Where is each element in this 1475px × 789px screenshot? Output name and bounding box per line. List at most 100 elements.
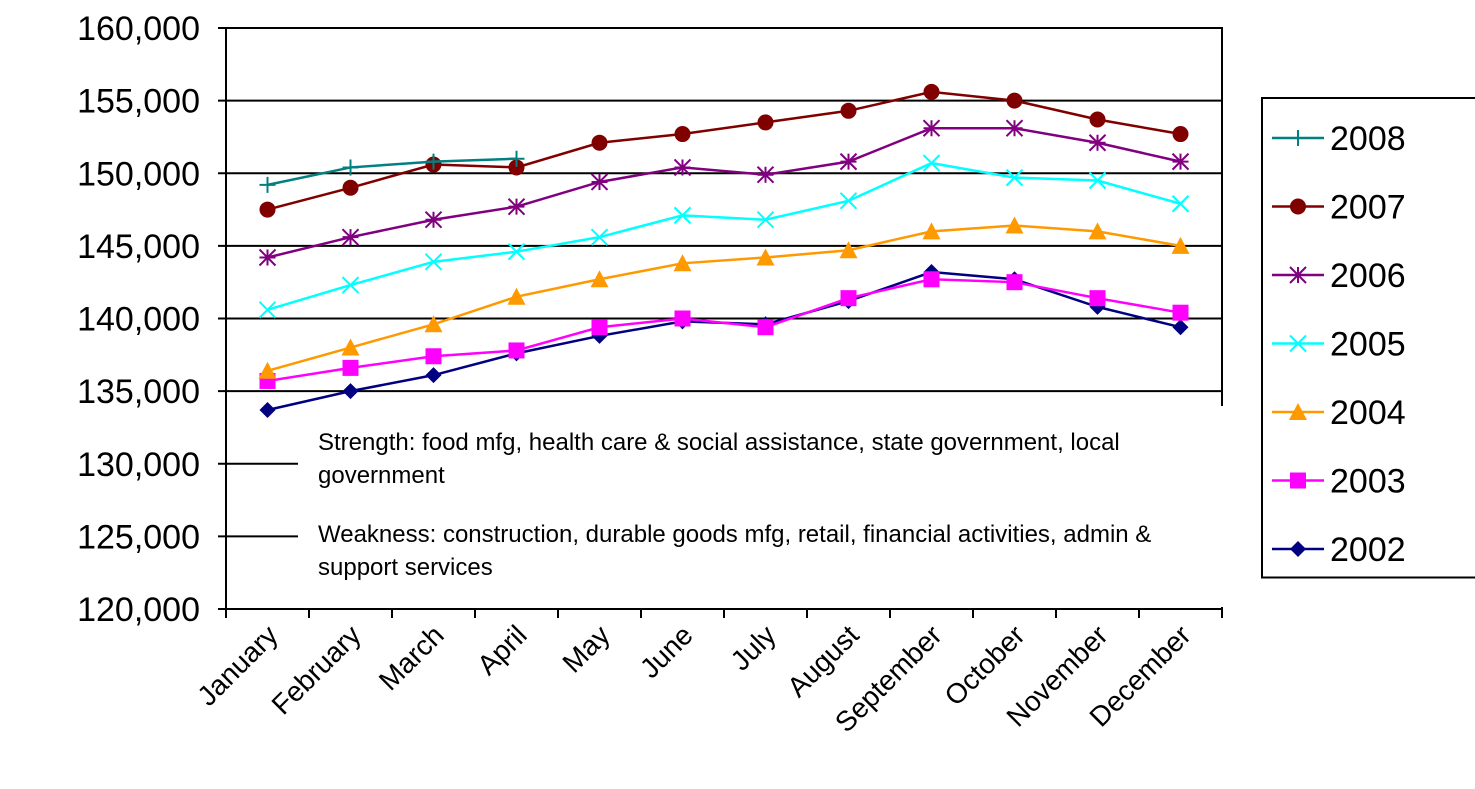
- point: [258, 301, 277, 319]
- point: [1172, 304, 1189, 321]
- point: [1172, 319, 1189, 336]
- point: [923, 271, 940, 288]
- legend-box: [1261, 97, 1475, 579]
- point: [674, 310, 691, 327]
- y-tick-label: 145,000: [77, 228, 200, 266]
- legend-label: 2004: [1330, 394, 1406, 432]
- legend-label: 2006: [1330, 257, 1406, 295]
- point: [1088, 222, 1107, 240]
- point: [1005, 119, 1024, 137]
- point: [674, 126, 691, 143]
- point: [1171, 152, 1190, 171]
- point: [1005, 168, 1024, 187]
- point: [259, 201, 276, 218]
- legend-label: 2008: [1330, 120, 1406, 158]
- legend-marker: [1290, 541, 1306, 557]
- point: [922, 222, 941, 240]
- point: [508, 342, 525, 359]
- point: [839, 192, 858, 210]
- y-tick-label: 120,000: [77, 591, 200, 629]
- point: [922, 154, 941, 172]
- legend-item: 2008: [1272, 120, 1406, 158]
- point: [508, 159, 525, 176]
- point: [1171, 236, 1190, 254]
- point: [840, 290, 857, 307]
- point: [1089, 290, 1106, 307]
- series-line: [267, 161, 1181, 311]
- point: [424, 211, 443, 229]
- point: [425, 348, 442, 365]
- point: [591, 134, 608, 151]
- legend-item: 2004: [1272, 394, 1406, 432]
- legend-item: 2003: [1272, 463, 1406, 501]
- point: [259, 176, 276, 193]
- point: [342, 179, 359, 196]
- point: [757, 114, 774, 131]
- point: [507, 287, 526, 305]
- legend-marker: [1290, 472, 1306, 489]
- series-line: [267, 278, 1181, 383]
- point: [258, 248, 277, 267]
- point: [1089, 111, 1106, 128]
- annotation: Strength: food mfg, health care & social…: [318, 429, 1120, 489]
- y-tick-label: 160,000: [77, 10, 200, 48]
- point: [839, 241, 858, 259]
- point: [424, 253, 443, 271]
- point: [922, 119, 941, 137]
- point: [1006, 92, 1023, 109]
- point: [341, 228, 360, 246]
- y-tick-label: 140,000: [77, 301, 200, 339]
- legend-label: 2007: [1330, 189, 1406, 227]
- point: [839, 152, 858, 171]
- point: [341, 276, 360, 294]
- x-tick-label: July: [725, 619, 782, 676]
- point: [342, 383, 359, 400]
- x-tick-label: February: [266, 619, 367, 720]
- point: [258, 361, 277, 379]
- y-tick-label: 125,000: [77, 518, 200, 556]
- point: [590, 228, 609, 246]
- point: [590, 270, 609, 288]
- point: [425, 367, 442, 384]
- point: [673, 254, 692, 272]
- x-tick-label: June: [634, 619, 699, 684]
- point: [756, 211, 775, 229]
- legend-label: 2005: [1330, 326, 1406, 364]
- point: [342, 159, 359, 176]
- y-tick-label: 155,000: [77, 83, 200, 121]
- point: [424, 315, 443, 333]
- point: [1006, 274, 1023, 291]
- point: [757, 319, 774, 336]
- y-tick-label: 135,000: [77, 373, 200, 411]
- point: [1088, 134, 1107, 152]
- series-line: [267, 224, 1181, 372]
- legend-marker: [1289, 334, 1307, 353]
- y-tick-label: 130,000: [77, 446, 200, 484]
- legend-marker: [1289, 403, 1307, 420]
- legend-label: 2003: [1330, 463, 1406, 501]
- annotation-box: [298, 406, 1225, 607]
- legend-label: 2002: [1330, 531, 1406, 569]
- point: [673, 206, 692, 225]
- point: [507, 242, 526, 261]
- point: [1171, 195, 1190, 213]
- point: [756, 248, 775, 266]
- point: [342, 359, 359, 376]
- point: [673, 158, 692, 177]
- point: [341, 338, 360, 356]
- point: [756, 165, 775, 184]
- point: [923, 83, 940, 100]
- point: [1172, 126, 1189, 143]
- legend-marker: [1289, 266, 1307, 284]
- legend-marker: [1290, 130, 1306, 146]
- point: [590, 173, 609, 191]
- legend-item: 2005: [1272, 326, 1406, 364]
- y-tick-label: 150,000: [77, 155, 200, 193]
- point: [1088, 171, 1107, 190]
- point: [259, 402, 276, 419]
- x-tick-label: March: [373, 619, 450, 696]
- legend-marker: [1290, 198, 1306, 215]
- series-line: [267, 126, 1181, 259]
